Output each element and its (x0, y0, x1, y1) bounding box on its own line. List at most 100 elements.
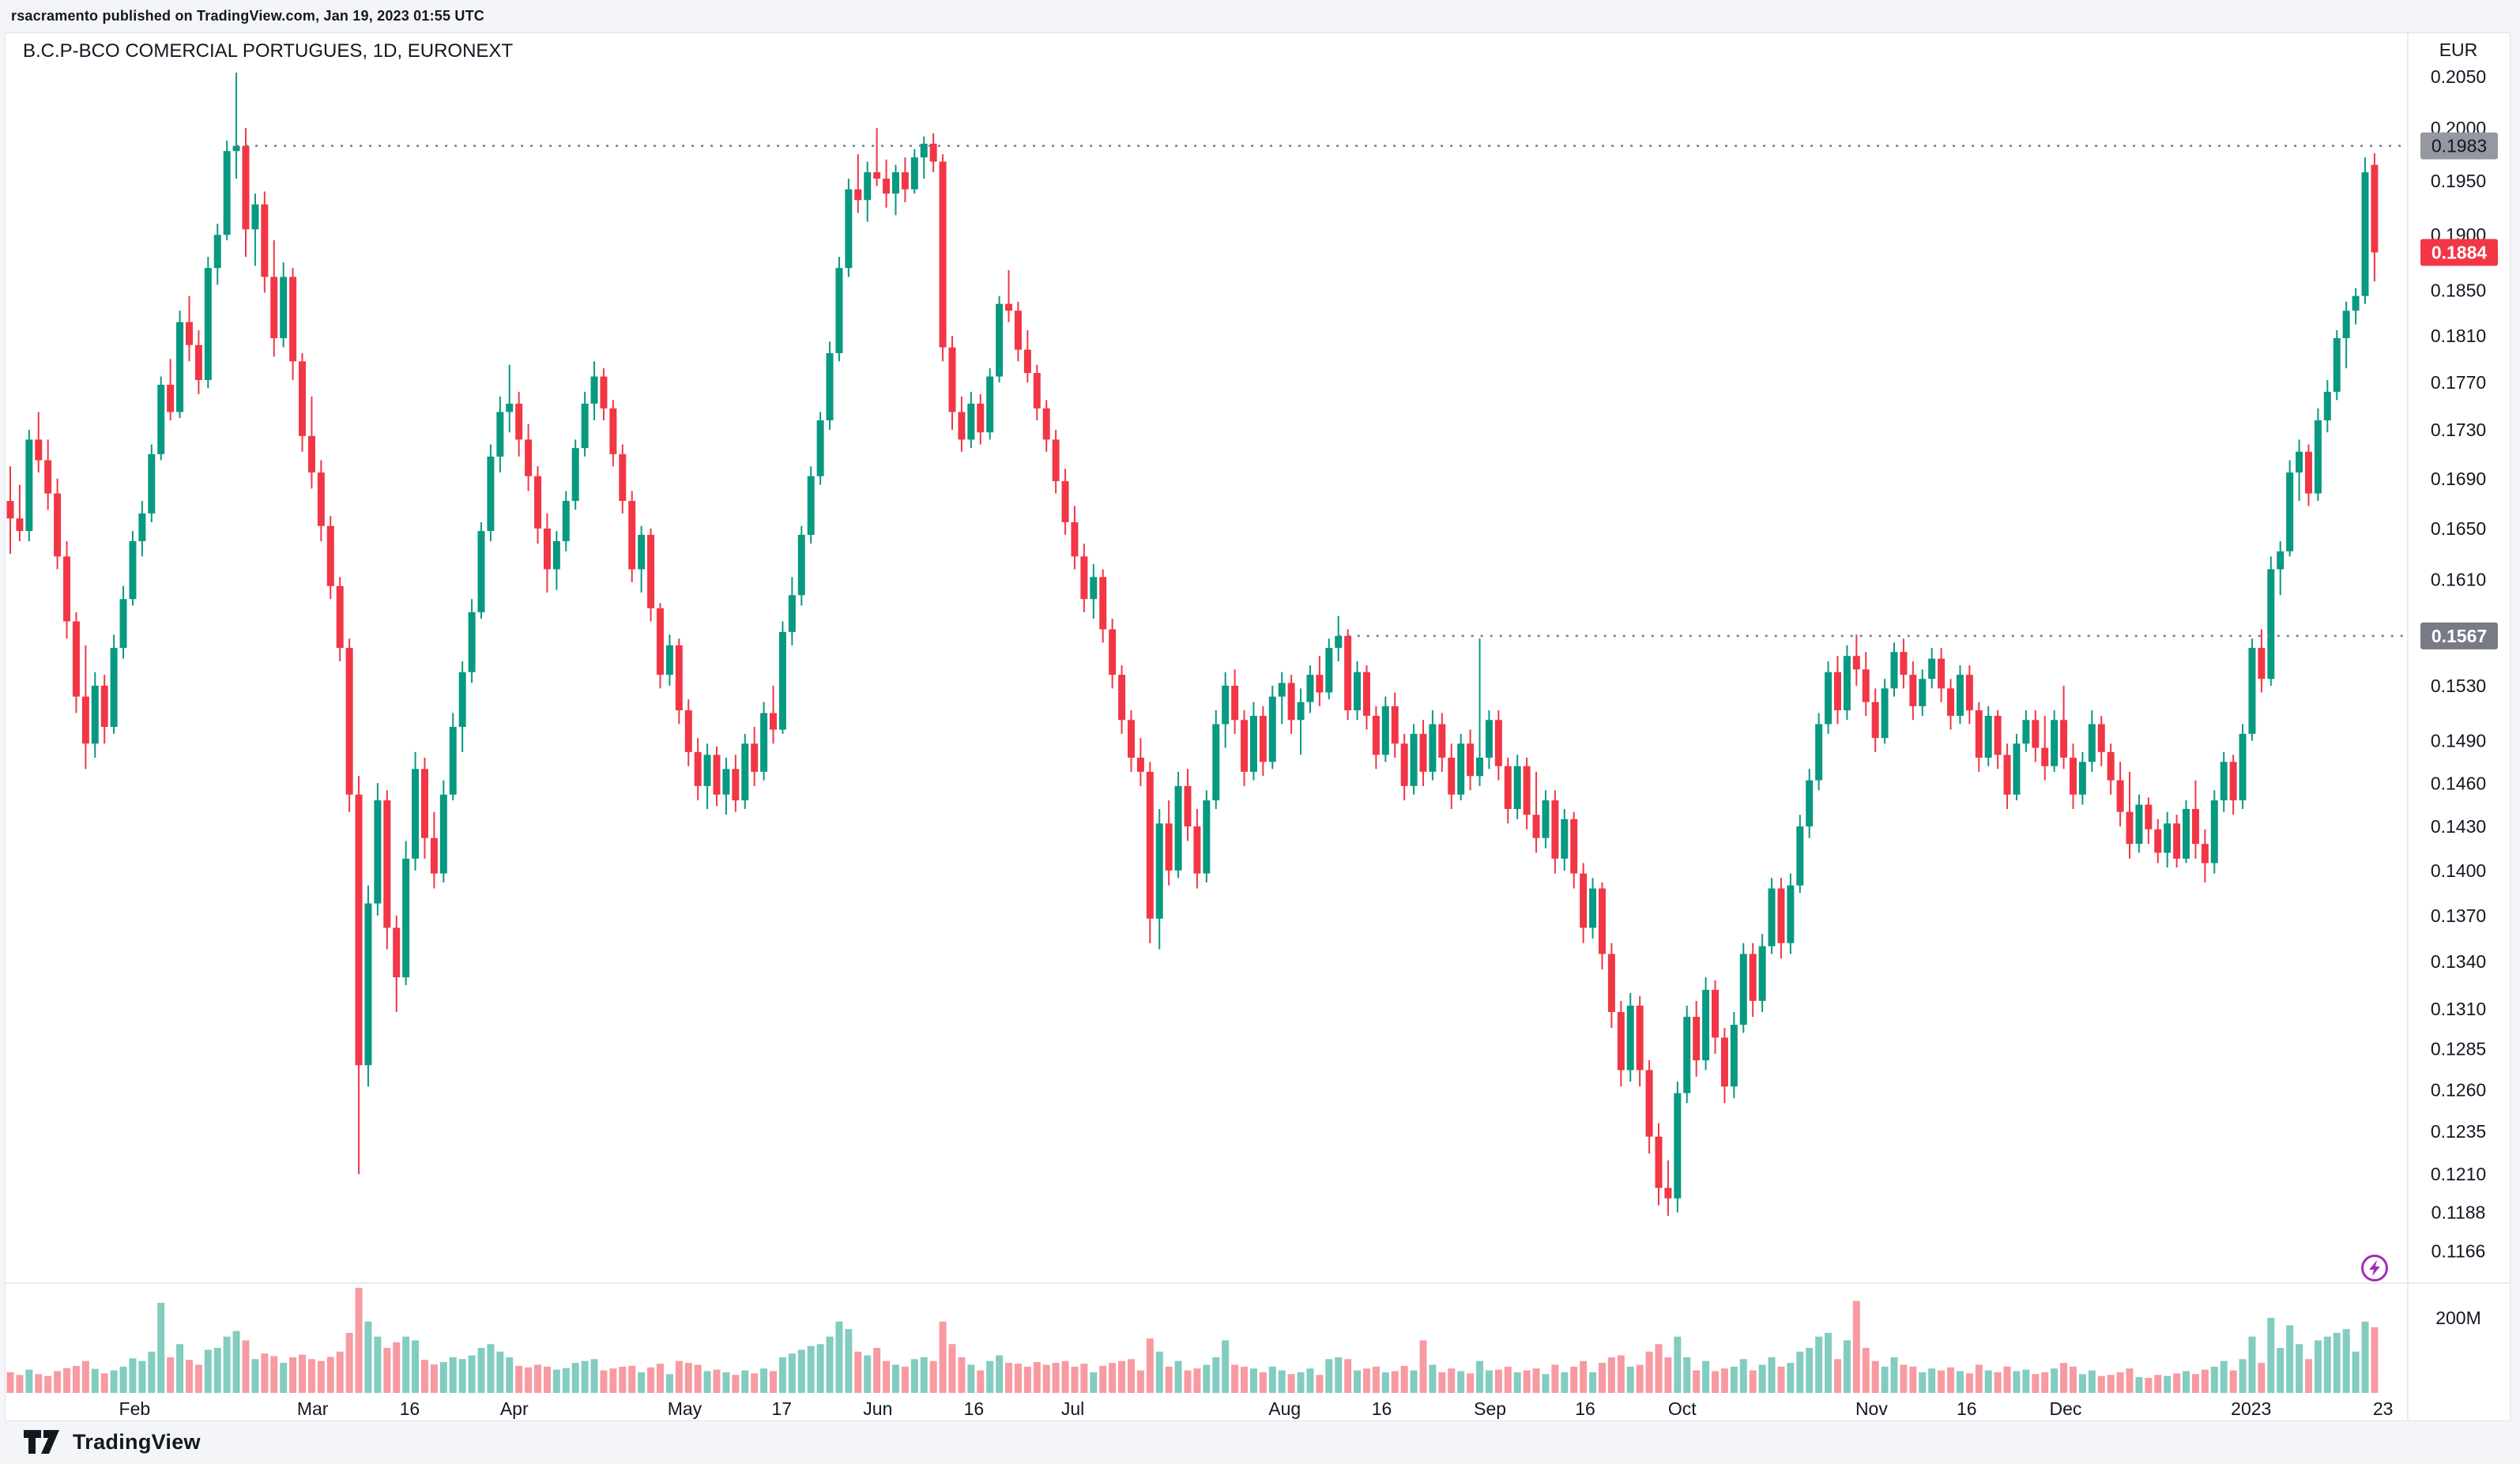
candle-body[interactable] (684, 710, 692, 752)
volume-bar[interactable] (1542, 1374, 1550, 1393)
candle-body[interactable] (1391, 706, 1399, 744)
candle-body[interactable] (1023, 349, 1031, 374)
volume-bar[interactable] (420, 1360, 428, 1393)
volume-bar[interactable] (1287, 1374, 1295, 1393)
volume-bar[interactable] (1636, 1364, 1644, 1393)
volume-bar[interactable] (317, 1361, 325, 1393)
volume-bar[interactable] (213, 1348, 221, 1393)
volume-bar[interactable] (1504, 1366, 1512, 1393)
volume-bar[interactable] (2286, 1325, 2294, 1394)
candle-body[interactable] (1476, 757, 1484, 777)
volume-bar[interactable] (242, 1340, 250, 1394)
candle-body[interactable] (1900, 652, 1908, 676)
volume-bar[interactable] (1231, 1364, 1239, 1393)
candle-body[interactable] (741, 743, 749, 800)
candle-body[interactable] (986, 376, 994, 433)
candle-body[interactable] (1485, 720, 1493, 758)
candle-body[interactable] (1617, 1011, 1625, 1071)
volume-bar[interactable] (2135, 1377, 2143, 1393)
volume-bar[interactable] (694, 1364, 702, 1393)
candle-body[interactable] (656, 608, 664, 676)
candle-body[interactable] (647, 534, 655, 608)
volume-bar[interactable] (1617, 1355, 1625, 1394)
candle-body[interactable] (1306, 675, 1314, 702)
volume-bar[interactable] (1174, 1361, 1182, 1393)
candle-body[interactable] (1749, 954, 1757, 1001)
candle-body[interactable] (1344, 635, 1352, 711)
candle-body[interactable] (1146, 771, 1154, 919)
candle-body[interactable] (458, 672, 466, 728)
candle-body[interactable] (1758, 946, 1766, 1001)
candle-body[interactable] (854, 189, 862, 201)
volume-bar[interactable] (1881, 1366, 1889, 1393)
volume-bar[interactable] (1683, 1357, 1691, 1393)
candle-body[interactable] (1400, 743, 1408, 786)
volume-bar[interactable] (1551, 1364, 1559, 1393)
candle-body[interactable] (1222, 685, 1230, 724)
volume-bar[interactable] (2277, 1348, 2285, 1393)
candle-body[interactable] (487, 456, 495, 532)
candle-body[interactable] (1014, 310, 1022, 350)
candle-body[interactable] (778, 631, 786, 730)
candle-body[interactable] (1909, 675, 1917, 706)
volume-bar[interactable] (1843, 1340, 1851, 1394)
candle-body[interactable] (2116, 780, 2124, 812)
candle-body[interactable] (1598, 888, 1606, 954)
candle-body[interactable] (289, 277, 297, 362)
candle-body[interactable] (1174, 785, 1182, 871)
volume-bar[interactable] (2220, 1361, 2228, 1393)
volume-bar[interactable] (496, 1351, 504, 1393)
volume-bar[interactable] (929, 1361, 937, 1393)
volume-bar[interactable] (2229, 1370, 2237, 1394)
volume-bar[interactable] (722, 1372, 730, 1393)
volume-bar[interactable] (1268, 1366, 1276, 1393)
volume-bar[interactable] (44, 1376, 52, 1393)
volume-bar[interactable] (1212, 1357, 1220, 1393)
candle-body[interactable] (1523, 766, 1531, 815)
candle-body[interactable] (2022, 720, 2030, 744)
candle-body[interactable] (1005, 303, 1013, 311)
volume-bar[interactable] (581, 1361, 589, 1393)
candle-body[interactable] (81, 696, 89, 744)
volume-bar[interactable] (2060, 1363, 2068, 1393)
volume-bar[interactable] (1052, 1363, 1060, 1393)
volume-bar[interactable] (873, 1348, 881, 1393)
volume-bar[interactable] (534, 1364, 542, 1393)
candle-body[interactable] (63, 556, 71, 622)
volume-bar[interactable] (1909, 1366, 1917, 1393)
candle-body[interactable] (1504, 766, 1512, 809)
volume-bar[interactable] (835, 1321, 843, 1393)
volume-bar[interactable] (1890, 1357, 1898, 1393)
candle-body[interactable] (891, 172, 899, 194)
volume-bar[interactable] (1042, 1364, 1050, 1393)
candle-body[interactable] (1532, 815, 1540, 838)
candle-body[interactable] (91, 685, 99, 744)
volume-bar[interactable] (2323, 1336, 2331, 1393)
volume-bar[interactable] (1702, 1361, 1710, 1393)
volume-bar[interactable] (129, 1358, 137, 1393)
volume-bar[interactable] (1900, 1364, 1908, 1393)
candle-body[interactable] (2304, 451, 2312, 494)
volume-bar[interactable] (1297, 1372, 1305, 1393)
candle-body[interactable] (1249, 716, 1257, 772)
volume-bar[interactable] (383, 1348, 391, 1393)
candle-body[interactable] (2032, 720, 2040, 748)
candle-body[interactable] (816, 420, 824, 476)
candle-body[interactable] (760, 713, 768, 772)
volume-bar[interactable] (6, 1372, 14, 1393)
volume-bar[interactable] (1165, 1366, 1173, 1393)
candle-body[interactable] (1042, 408, 1050, 440)
volume-bar[interactable] (345, 1333, 353, 1393)
candle-body[interactable] (2191, 808, 2199, 845)
candle-body[interactable] (703, 755, 711, 786)
candle-body[interactable] (1212, 724, 1220, 800)
candle-body[interactable] (1184, 785, 1192, 826)
volume-bar[interactable] (2352, 1351, 2360, 1393)
candle-body[interactable] (16, 518, 24, 532)
candle-body[interactable] (2361, 172, 2369, 296)
volume-bar[interactable] (1127, 1359, 1135, 1393)
volume-bar[interactable] (1674, 1336, 1682, 1393)
candle-body[interactable] (2051, 720, 2059, 766)
candle-body[interactable] (1429, 724, 1437, 772)
volume-bar[interactable] (449, 1357, 457, 1393)
